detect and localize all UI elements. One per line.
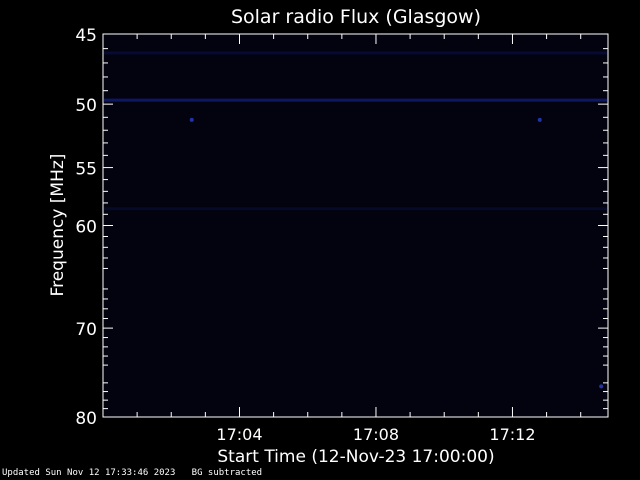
bright-spot <box>189 117 194 122</box>
y-axis-label: Frequency [MHz] <box>48 154 68 297</box>
emission-band <box>104 98 607 102</box>
x-tick-label: 17:08 <box>353 425 399 444</box>
x-tick-label: 17:12 <box>489 425 535 444</box>
bright-spot <box>537 117 542 122</box>
footer: Updated Sun Nov 12 17:33:46 2023 BG subt… <box>2 468 262 478</box>
plot-area <box>102 33 609 418</box>
y-tick-label: 55 <box>75 160 97 180</box>
bright-spot <box>599 384 604 389</box>
emission-bands <box>104 51 607 211</box>
emission-band <box>104 207 607 211</box>
x-tick-label: 17:04 <box>216 425 262 444</box>
y-tick-label: 50 <box>75 96 97 116</box>
x-axis-label: Start Time (12-Nov-23 17:00:00) <box>217 447 494 467</box>
footer-note: BG subtracted <box>191 468 263 478</box>
y-axis: 45 50 55 60 70 80 <box>75 26 608 429</box>
chart-title: Solar radio Flux (Glasgow) <box>231 6 481 28</box>
y-tick-label: 45 <box>75 26 97 46</box>
plot-background <box>103 34 608 417</box>
y-tick-label: 60 <box>75 218 97 238</box>
y-tick-label: 80 <box>75 409 97 429</box>
footer-updated: Updated Sun Nov 12 17:33:46 2023 <box>2 468 176 478</box>
bright-spots <box>189 117 604 389</box>
emission-band <box>104 51 607 55</box>
y-tick-label: 70 <box>75 320 97 340</box>
x-axis: 17:04 17:08 17:12 <box>136 34 582 444</box>
